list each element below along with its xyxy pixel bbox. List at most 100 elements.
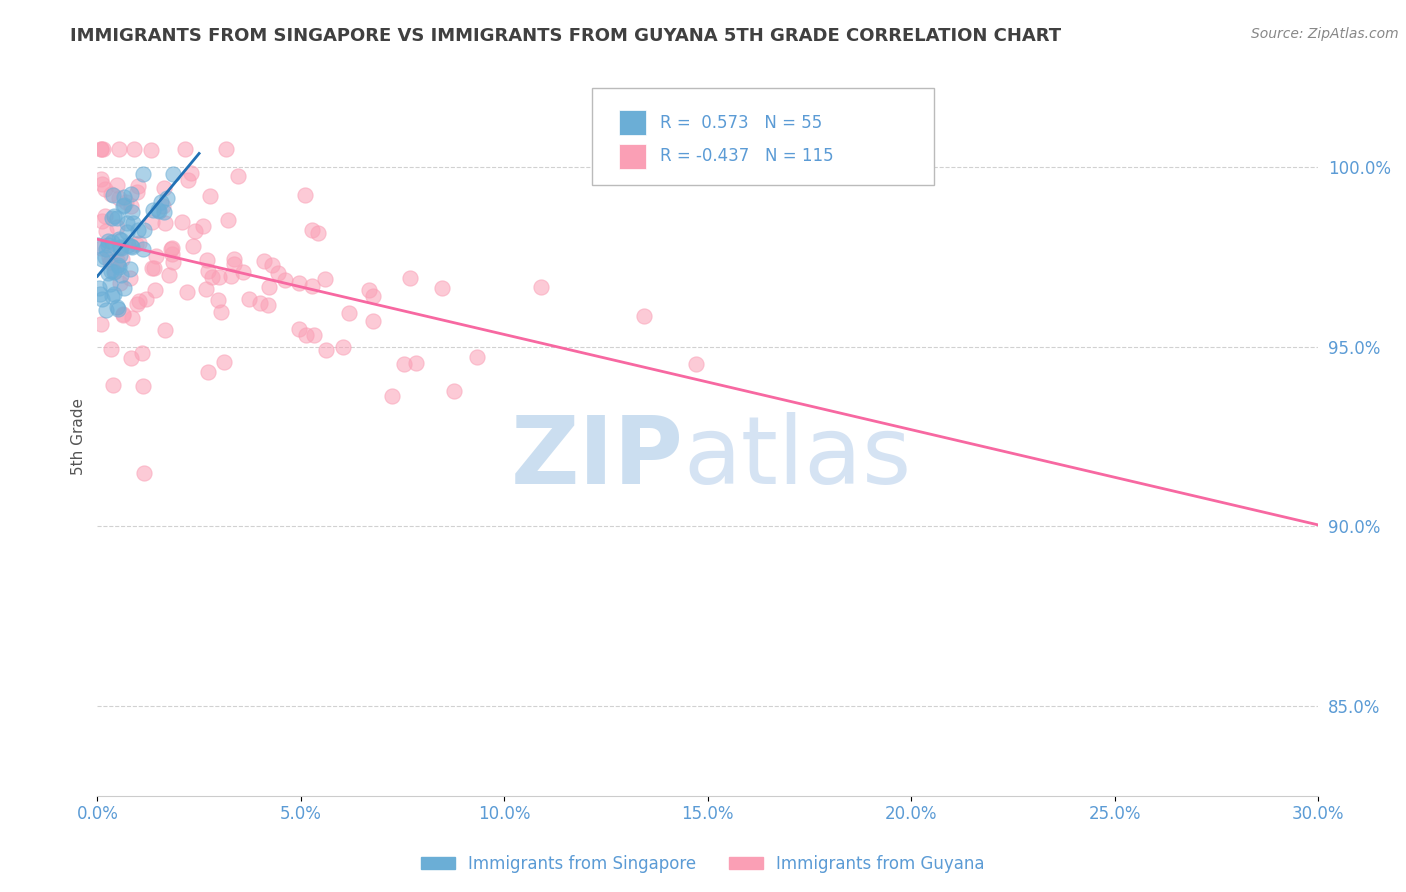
Point [131,346,153,360]
Point [127,223,149,237]
Point [361,313,384,327]
Point [120,199,142,213]
Point [294,187,316,202]
Point [301,223,323,237]
Point [100,186,122,201]
Point [392,357,415,371]
FancyBboxPatch shape [619,110,645,136]
Point [104,263,127,277]
Point [132,466,155,480]
Point [96,224,118,238]
Point [105,219,128,234]
Point [101,378,124,392]
Point [257,280,280,294]
Point [110,233,132,247]
Point [112,190,135,204]
Point [120,238,142,252]
Point [405,356,427,370]
Point [141,260,163,275]
Point [121,240,143,254]
Point [111,252,134,266]
Point [200,189,222,203]
Point [398,271,420,285]
Point [149,195,172,210]
Point [100,342,122,356]
Point [181,239,204,253]
Point [217,213,239,227]
Point [159,242,181,256]
Point [120,187,142,202]
Point [107,258,129,272]
Text: Source: ZipAtlas.com: Source: ZipAtlas.com [1251,27,1399,41]
Point [633,309,655,323]
Point [287,277,309,291]
Point [228,169,250,183]
Point [132,223,155,237]
Point [96,266,118,280]
Point [135,293,157,307]
Point [125,297,148,311]
Point [314,272,336,286]
Point [94,250,117,264]
Point [90,171,112,186]
Point [108,142,131,156]
Point [157,268,180,283]
Point [91,293,114,307]
Point [141,214,163,228]
Legend: Immigrants from Singapore, Immigrants from Guyana: Immigrants from Singapore, Immigrants fr… [415,848,991,880]
Point [97,235,120,249]
Point [207,293,229,307]
Point [91,177,114,191]
Y-axis label: 5th Grade: 5th Grade [72,398,86,475]
Point [128,235,150,250]
Point [685,357,707,371]
Point [301,278,323,293]
Point [103,287,125,301]
Point [160,246,183,260]
Point [118,262,141,277]
Point [145,283,167,297]
Point [90,214,112,228]
Point [98,277,121,291]
Point [145,249,167,263]
Point [219,268,242,283]
Text: R = -0.437   N = 115: R = -0.437 N = 115 [661,147,834,165]
Point [89,280,111,294]
Point [142,260,165,275]
Point [214,142,236,156]
Point [101,211,124,226]
Point [146,202,169,217]
Point [142,202,165,217]
Point [107,260,129,274]
Point [201,270,224,285]
Point [107,191,129,205]
Point [249,296,271,310]
Point [361,289,384,303]
Point [90,252,112,267]
Point [132,242,155,256]
Point [120,351,142,365]
Point [156,190,179,204]
Point [332,340,354,354]
Point [115,225,138,239]
Point [108,276,131,290]
Point [131,167,153,181]
Point [94,182,117,196]
Point [110,241,132,255]
Point [98,254,121,268]
Point [108,248,131,262]
Point [90,142,112,156]
Point [103,209,125,223]
Point [184,224,207,238]
Point [155,216,177,230]
Point [112,281,135,295]
Point [98,250,121,264]
Point [465,350,488,364]
Point [105,178,128,192]
Point [238,292,260,306]
Point [132,379,155,393]
Point [315,343,337,358]
Point [94,210,117,224]
Point [121,205,143,219]
Point [112,307,135,321]
